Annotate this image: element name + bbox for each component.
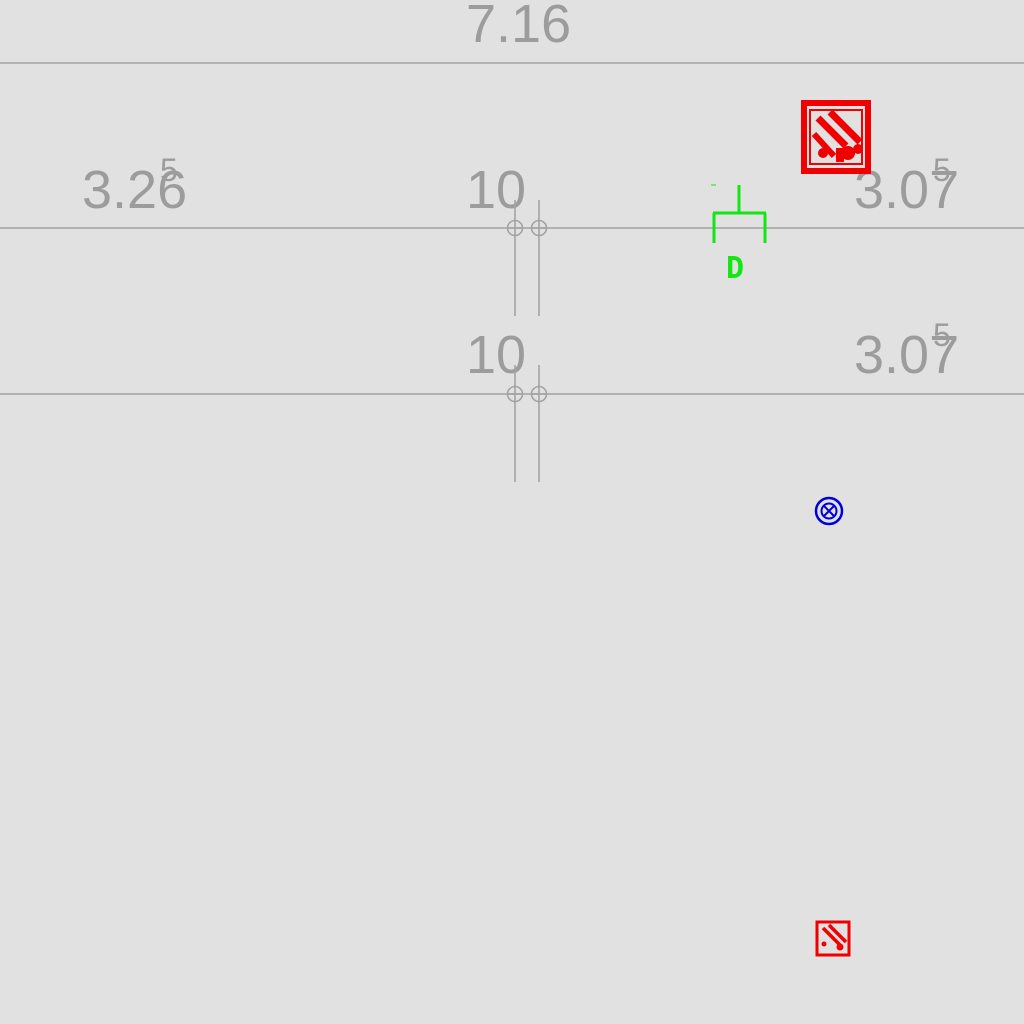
outlet-label: D [726,251,744,286]
fire-hose-cabinet-icon[interactable] [801,100,871,174]
dimension-mid-upper-value: 10 [466,160,526,220]
dimension-left-upper-value: 3.26 [82,160,187,220]
small-fire-hose-cabinet-icon[interactable] [815,920,851,957]
sensor-x-circle-icon[interactable] [814,496,844,526]
dimension-tick-lower [506,365,548,482]
dimension-right-lower-sup: 5 [933,317,951,353]
dimension-right-lower-value: 3.07 [854,325,959,385]
dimension-right-upper-sup: 5 [933,152,951,188]
outlet-d-icon[interactable]: D [711,184,767,286]
dimension-left-upper-sup: 5 [160,152,178,188]
dimension-tick-upper [506,200,548,316]
dimension-top-value: 7.16 [466,0,571,54]
dimension-mid-lower-value: 10 [466,325,526,385]
dimension-right-upper-value: 3.07 [854,160,959,220]
